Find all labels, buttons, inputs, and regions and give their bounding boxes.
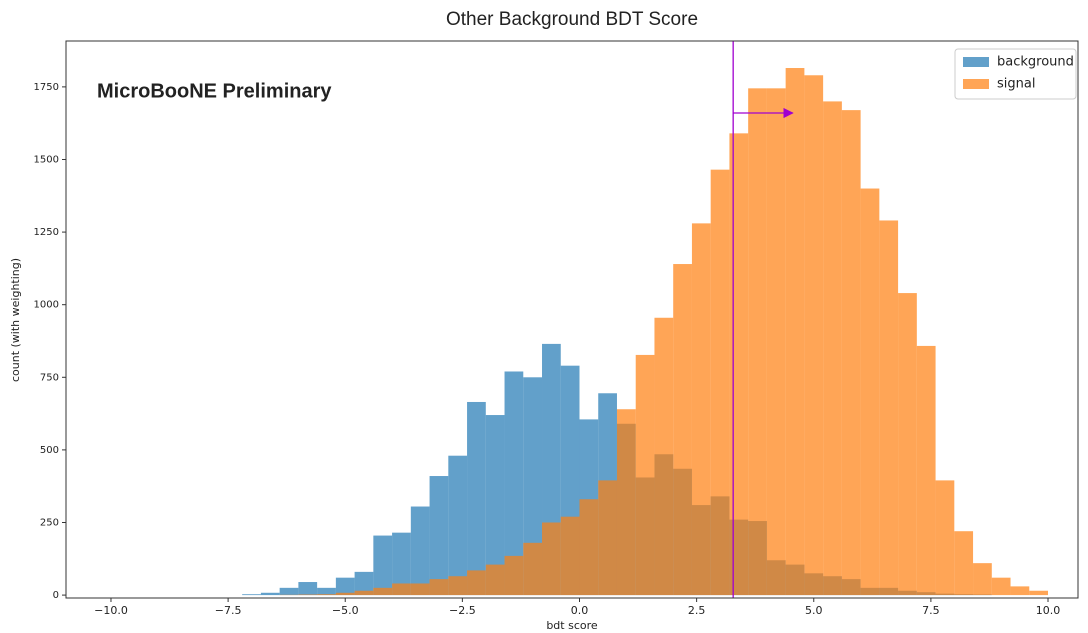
x-tick-label: 5.0 <box>805 604 823 617</box>
bar <box>260 592 280 596</box>
bar <box>898 293 917 596</box>
y-tick-label: 1500 <box>34 154 59 165</box>
bar <box>317 587 336 596</box>
bar <box>429 579 449 596</box>
bar <box>954 531 974 596</box>
bar <box>448 455 468 596</box>
y-tick-label: 750 <box>40 372 59 383</box>
x-tick-label: 0.0 <box>571 604 589 617</box>
bar <box>354 590 374 596</box>
bar <box>879 220 899 596</box>
y-tick-label: 250 <box>40 517 59 528</box>
bar <box>785 68 805 596</box>
bar <box>523 377 543 596</box>
bar <box>504 555 524 596</box>
x-tick-label: 7.5 <box>922 604 940 617</box>
bar <box>616 409 636 596</box>
y-tick-label: 500 <box>40 445 59 456</box>
bar <box>335 577 355 596</box>
bar <box>804 75 824 596</box>
bar <box>1029 590 1049 596</box>
bar <box>710 169 730 596</box>
bar <box>467 570 486 596</box>
bar <box>429 476 449 596</box>
bar <box>542 522 561 596</box>
annotation: MicroBooNE Preliminary <box>97 80 332 102</box>
y-tick-label: 1000 <box>34 300 59 311</box>
plot-frame <box>65 40 1079 599</box>
x-tick-label: −2.5 <box>449 604 476 617</box>
bar <box>691 223 711 596</box>
y-tick-label: 1750 <box>34 82 59 93</box>
x-tick-label: −5.0 <box>332 604 359 617</box>
y-axis-label: count (with weighting) <box>9 258 22 382</box>
bar <box>335 592 355 596</box>
bar <box>392 583 411 596</box>
bar <box>298 582 318 596</box>
bar <box>766 88 786 596</box>
bar <box>485 564 505 596</box>
bar <box>841 110 861 596</box>
bar <box>373 535 393 596</box>
bar <box>973 563 992 596</box>
bar <box>654 317 674 596</box>
bar <box>354 571 374 596</box>
x-tick-label: 2.5 <box>688 604 706 617</box>
legend-swatch <box>963 79 989 89</box>
legend-label: background <box>997 55 1074 70</box>
bar <box>392 532 411 596</box>
bar <box>467 401 486 596</box>
chart-title: Other Background BDT Score <box>446 9 698 30</box>
bar <box>935 480 955 596</box>
bar <box>523 542 543 596</box>
legend-swatch <box>963 57 989 67</box>
bar <box>504 371 524 596</box>
bar <box>1010 586 1030 596</box>
y-tick-label: 1250 <box>34 227 59 238</box>
bar <box>298 594 318 596</box>
x-tick-label: 10.0 <box>1036 604 1061 617</box>
x-tick-label: −7.5 <box>215 604 242 617</box>
bar <box>410 506 430 596</box>
bar <box>635 354 655 596</box>
bar <box>673 264 692 596</box>
bar <box>748 88 767 596</box>
bar <box>410 583 430 596</box>
bar <box>823 101 842 596</box>
bar <box>279 587 299 596</box>
bar <box>579 499 599 596</box>
bar <box>729 133 749 596</box>
x-tick-label: −10.0 <box>94 604 128 617</box>
bar <box>373 587 393 596</box>
legend-label: signal <box>997 77 1035 92</box>
bar <box>916 345 936 596</box>
bar <box>860 188 880 596</box>
bar <box>485 415 505 596</box>
bar <box>598 480 617 596</box>
y-tick-label: 0 <box>53 590 59 601</box>
bar <box>991 577 1011 596</box>
x-axis-label: bdt score <box>546 619 598 632</box>
bar <box>317 594 336 596</box>
bar <box>560 516 580 596</box>
bar <box>242 594 261 596</box>
bar <box>448 576 468 596</box>
